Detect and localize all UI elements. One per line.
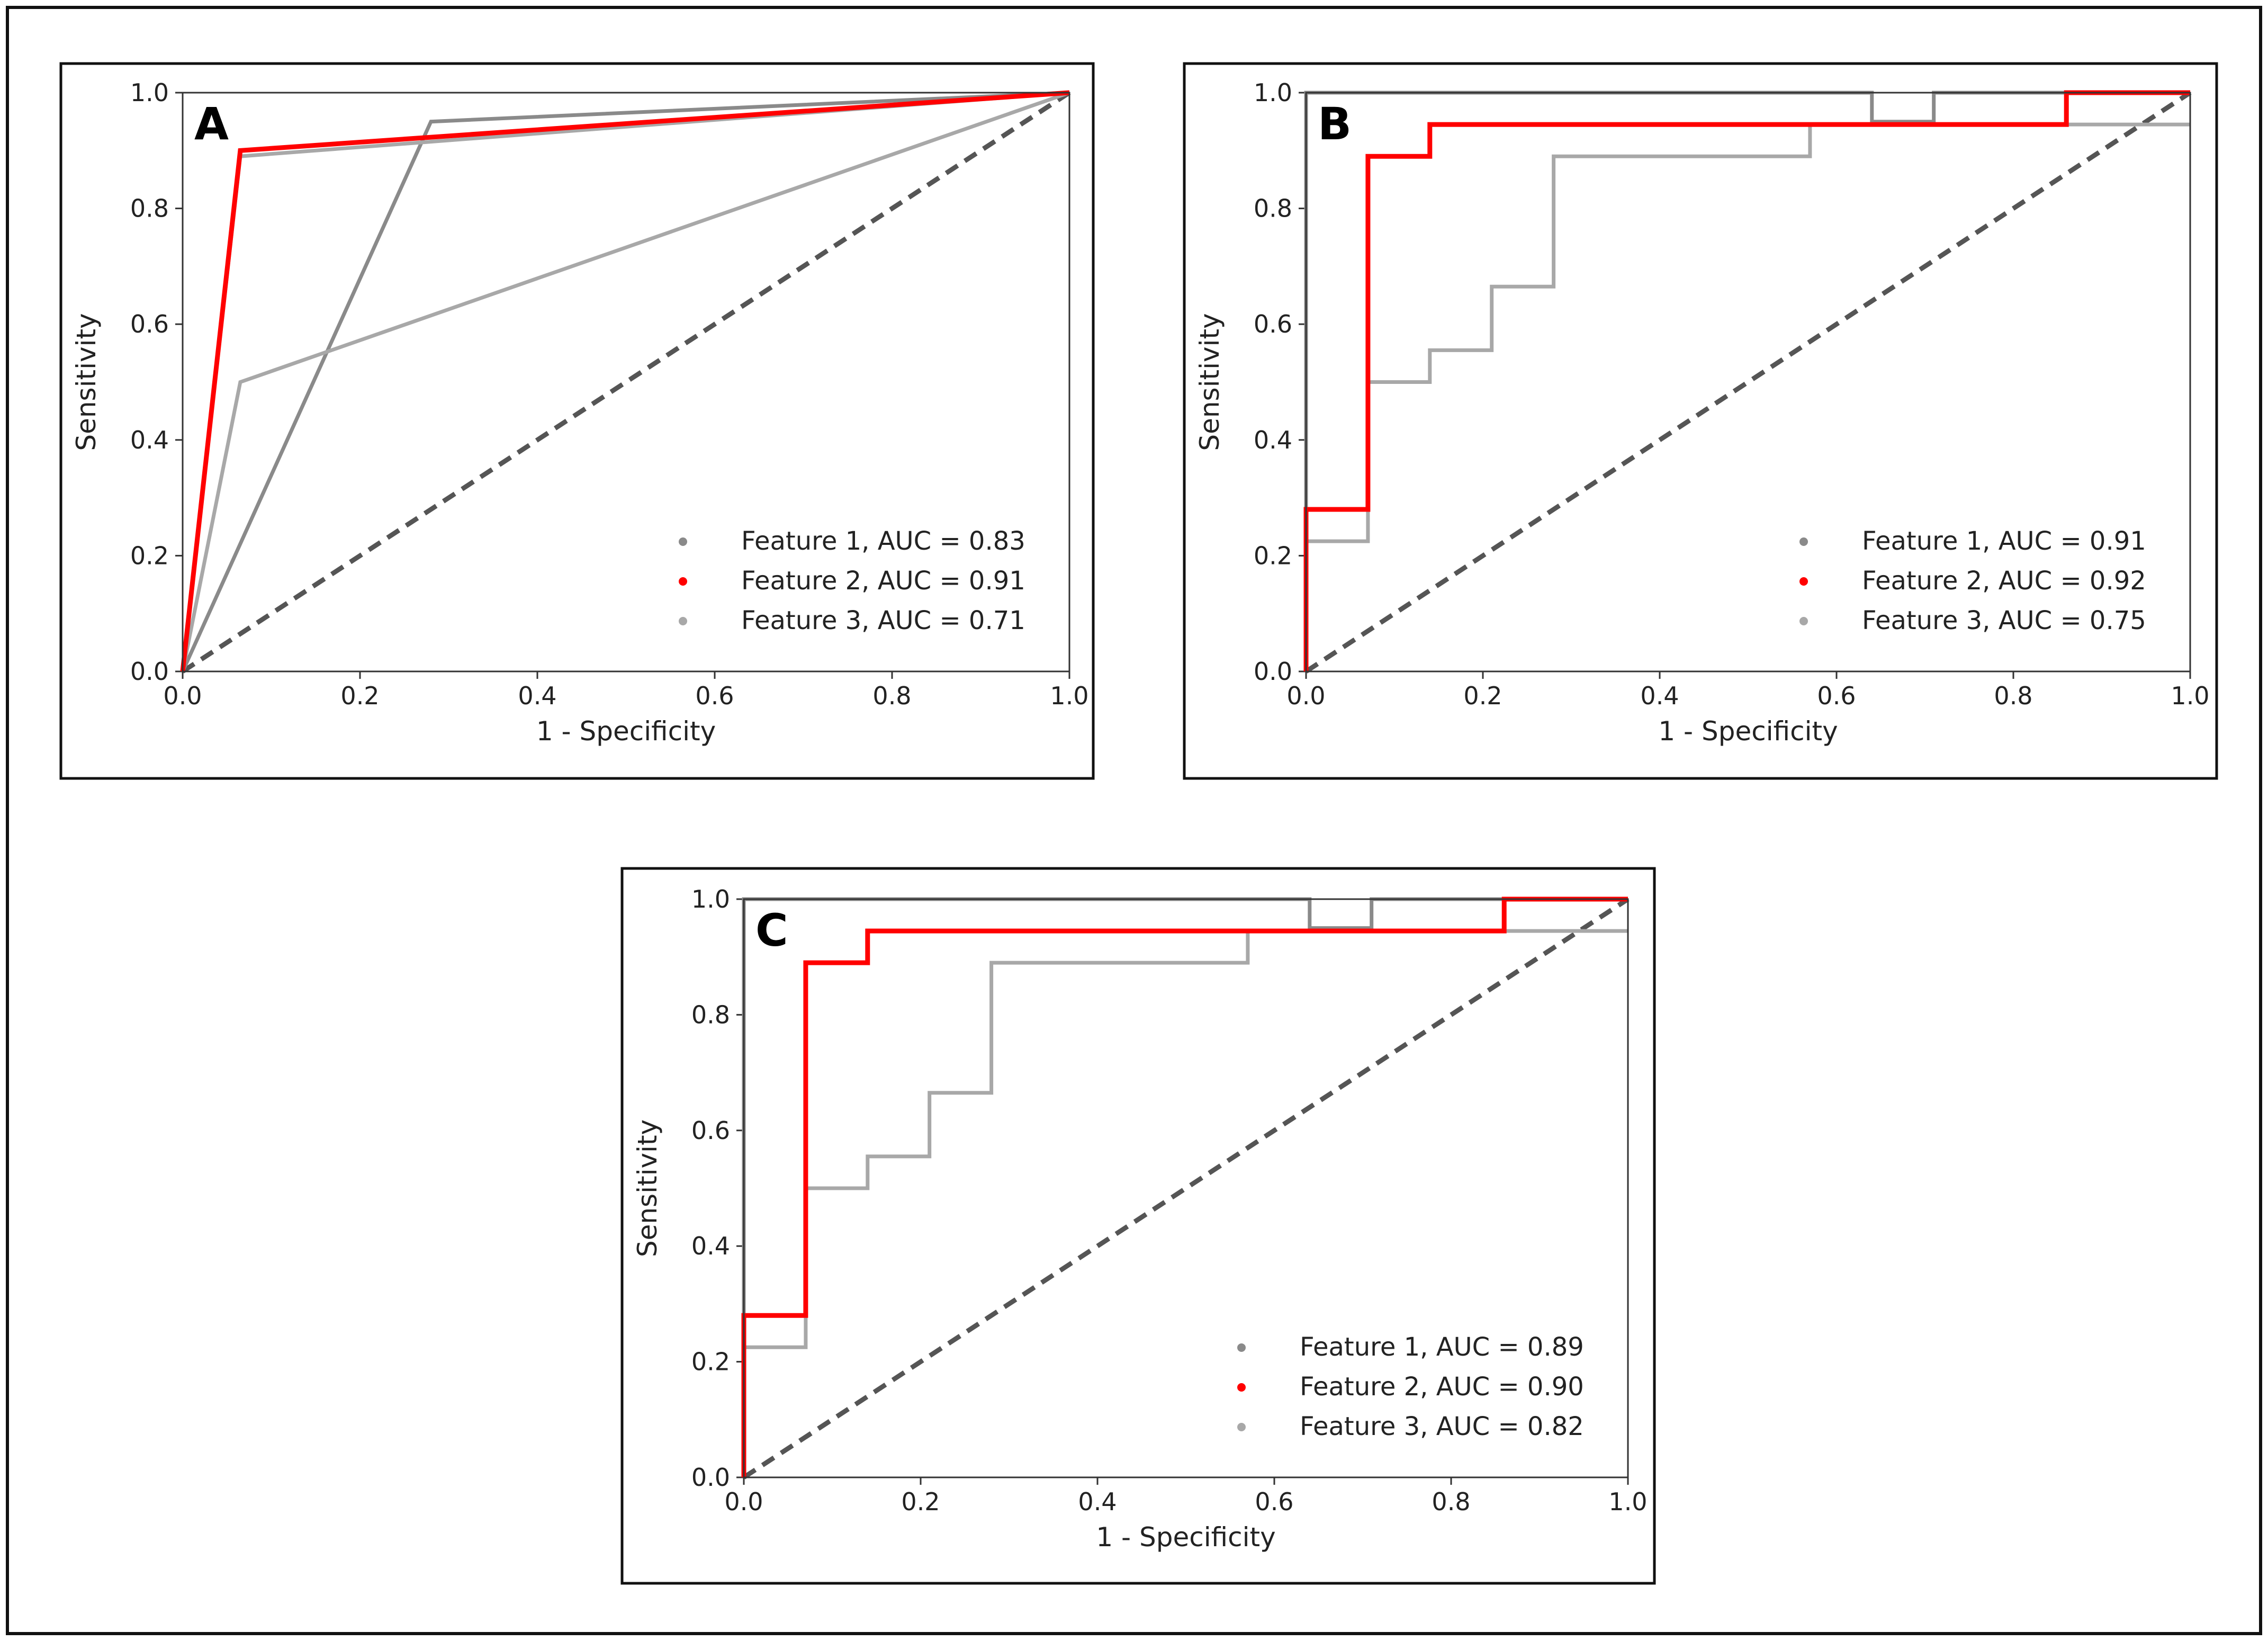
y-tick-label: 0.4 [130,426,169,454]
roc-curve-series-2 [741,896,1628,1477]
roc-curve-series-2 [180,90,1070,672]
x-tick-label: 1.0 [1050,681,1088,710]
legend-marker [679,577,687,586]
x-tick-label: 0.2 [1463,681,1502,710]
y-tick-label: 0.8 [130,194,169,223]
plot-area-frame [743,898,1629,1478]
x-tick-label: 0.4 [1078,1487,1117,1516]
y-tick-label: 1.0 [1254,78,1292,107]
y-tick-label: 0.0 [1254,657,1292,686]
legend-entry: Feature 2, AUC = 0.90 [1300,1372,1584,1402]
roc-curve-series-3 [742,929,1628,1477]
legend-entry: Feature 3, AUC = 0.82 [1300,1412,1584,1441]
y-tick-label: 1.0 [130,78,169,107]
panel-letter: C [755,904,788,956]
plot-area-frame [1305,92,2191,672]
x-tick-label: 0.6 [1255,1487,1293,1516]
y-tick-label: 0.6 [130,310,169,338]
roc-curve-series-2 [1303,90,2190,671]
y-tick-label: 0.0 [691,1463,730,1492]
legend-marker [1799,577,1808,586]
figure-outer-border [6,6,2262,1635]
x-tick-label: 0.0 [1286,681,1325,710]
y-axis-label: Sensitivity [1194,313,1225,451]
y-tick-label: 0.6 [1254,310,1292,338]
y-tick-label: 0.2 [130,541,169,570]
x-tick-label: 0.4 [1640,681,1679,710]
legend-marker [1237,1383,1246,1392]
x-axis-label: 1 - Specificity [1096,1522,1275,1553]
legend-marker [679,537,687,546]
roc-curve-series-3 [1304,122,2190,671]
panel-a: 0.0 0.2 0.4 0.6 0.8 1.0 0.0 0.2 0.4 0.6 0.8 1.0 1 - … [59,62,1095,780]
panel-b-border [1183,62,2218,780]
legend-marker [1799,537,1808,546]
x-tick-label: 0.8 [1432,1487,1470,1516]
legend-entry: Feature 1, AUC = 0.89 [1300,1332,1584,1362]
chance-diagonal-line [742,897,1630,1479]
x-tick-label: 0.4 [518,681,556,710]
x-axis-label: 1 - Specificity [1658,716,1838,747]
y-tick-label: 0.2 [1254,541,1292,570]
x-tick-label: 0.8 [1994,681,2032,710]
panel-letter: A [194,98,229,150]
x-tick-label: 0.8 [872,681,911,710]
y-axis-label: Sensitivity [71,313,102,451]
x-tick-label: 0.0 [724,1487,763,1516]
x-tick-label: 1.0 [2171,681,2209,710]
x-tick-label: 0.0 [163,681,202,710]
roc-curve-series-3 [181,91,1070,672]
y-tick-label: 0.4 [691,1232,730,1260]
x-tick-label: 0.6 [695,681,734,710]
legend-entry: Feature 1, AUC = 0.91 [1862,526,2146,556]
panel-b: 0.0 0.2 0.4 0.6 0.8 1.0 0.0 0.2 0.4 0.6 0.8 1.0 1 - … [1183,62,2218,780]
y-tick-label: 0.8 [1254,194,1292,223]
legend-entry: Feature 3, AUC = 0.75 [1862,606,2146,635]
panel-c-border [620,867,1656,1585]
legend-entry: Feature 3, AUC = 0.71 [741,606,1025,635]
legend-marker [1799,617,1808,625]
y-tick-label: 0.8 [691,1000,730,1029]
panel-letter: B [1318,98,1352,150]
x-tick-label: 1.0 [1608,1487,1647,1516]
legend-entry: Feature 1, AUC = 0.83 [741,526,1025,556]
y-tick-label: 0.0 [130,657,169,686]
legend-marker [1237,1343,1246,1352]
x-tick-label: 0.6 [1817,681,1856,710]
x-tick-label: 0.2 [340,681,379,710]
x-tick-label: 0.2 [901,1487,940,1516]
y-axis-label: Sensitivity [632,1119,663,1257]
legend-entry: Feature 2, AUC = 0.92 [1862,566,2146,596]
y-tick-label: 0.4 [1254,426,1292,454]
y-tick-label: 0.6 [691,1116,730,1145]
roc-curve-series-1 [181,91,1070,672]
legend-entry: Feature 2, AUC = 0.91 [741,566,1025,596]
y-tick-label: 0.2 [691,1348,730,1376]
x-axis-label: 1 - Specificity [536,716,716,747]
panel-c: 0.0 0.2 0.4 0.6 0.8 1.0 0.0 0.2 0.4 0.6 0.8 1.0 1 - … [620,867,1656,1585]
chance-diagonal-line [1304,91,2192,674]
y-tick-label: 1.0 [691,885,730,913]
legend-marker [679,617,687,625]
plot-area-frame [182,92,1070,672]
legend-marker [1237,1423,1246,1431]
